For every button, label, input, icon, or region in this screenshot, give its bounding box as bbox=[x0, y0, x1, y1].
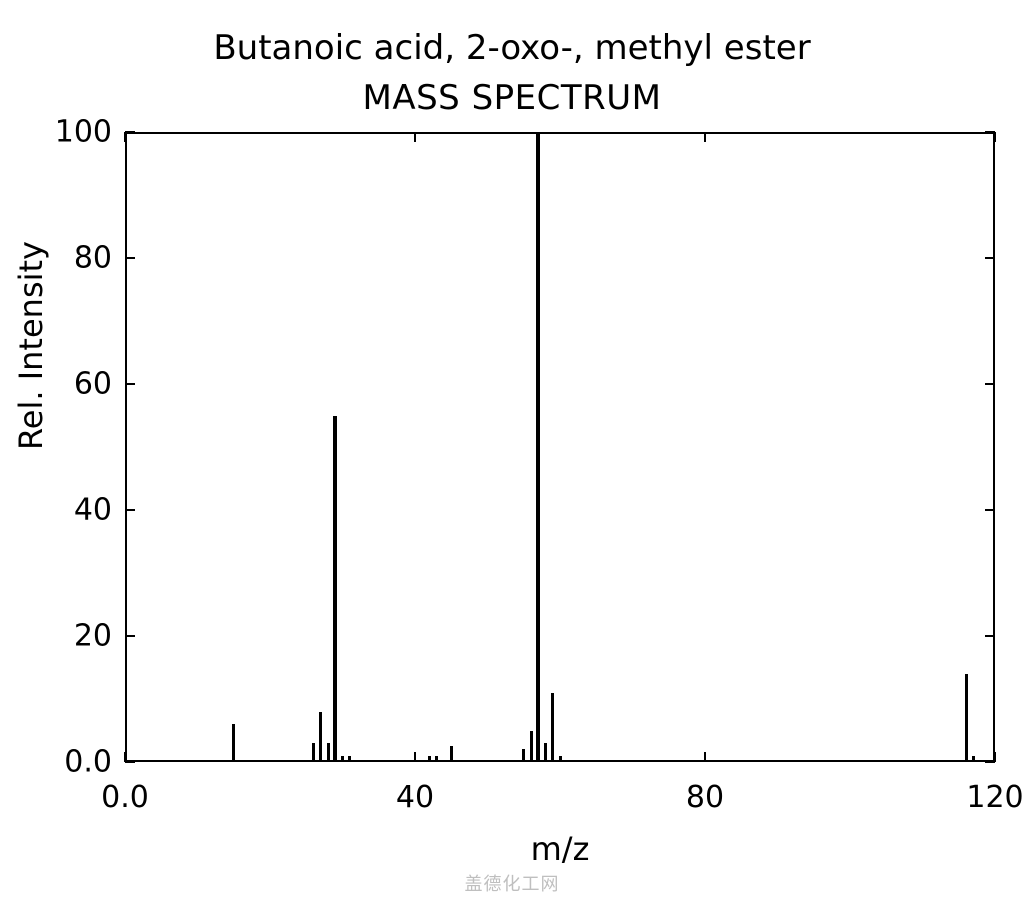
spectrum-peak bbox=[348, 756, 351, 762]
chart-title-line1: Butanoic acid, 2-oxo-, methyl ester bbox=[0, 28, 1024, 68]
plot-frame-left bbox=[125, 132, 127, 762]
spectrum-peak bbox=[536, 132, 540, 762]
xtick-mark bbox=[994, 132, 996, 142]
xtick-mark bbox=[704, 132, 706, 142]
ytick-label: 60 bbox=[32, 367, 112, 402]
ytick-mark bbox=[125, 257, 135, 259]
spectrum-peak bbox=[435, 756, 438, 762]
xtick-mark bbox=[414, 132, 416, 142]
ytick-label: 40 bbox=[32, 493, 112, 528]
xtick-label: 80 bbox=[686, 780, 724, 815]
ytick-mark bbox=[985, 257, 995, 259]
xtick-mark bbox=[994, 752, 996, 762]
ytick-mark bbox=[985, 383, 995, 385]
xtick-mark bbox=[124, 752, 126, 762]
spectrum-peak bbox=[530, 731, 533, 763]
watermark-text: 盖德化工网 bbox=[465, 870, 560, 896]
x-axis-label: m/z bbox=[531, 830, 590, 868]
ytick-mark bbox=[125, 635, 135, 637]
ytick-label: 100 bbox=[32, 115, 112, 150]
spectrum-peak bbox=[551, 693, 554, 762]
ytick-label: 0.0 bbox=[32, 745, 112, 780]
spectrum-peak bbox=[312, 743, 315, 762]
spectrum-peak bbox=[972, 756, 975, 762]
spectrum-peak bbox=[341, 756, 344, 762]
ytick-mark bbox=[985, 635, 995, 637]
spectrum-peak bbox=[232, 724, 235, 762]
spectrum-peak bbox=[522, 749, 525, 762]
spectrum-peak bbox=[319, 712, 322, 762]
ytick-mark bbox=[125, 131, 135, 133]
plot-area bbox=[125, 132, 995, 762]
ytick-label: 20 bbox=[32, 619, 112, 654]
spectrum-peak bbox=[965, 674, 968, 762]
xtick-label: 120 bbox=[966, 780, 1023, 815]
spectrum-peak bbox=[333, 416, 337, 763]
ytick-mark bbox=[125, 509, 135, 511]
spectrum-peak bbox=[544, 743, 547, 762]
ytick-mark bbox=[125, 761, 135, 763]
chart-container: Butanoic acid, 2-oxo-, methyl ester MASS… bbox=[0, 0, 1024, 900]
spectrum-peak bbox=[450, 746, 453, 762]
xtick-mark bbox=[704, 752, 706, 762]
spectrum-peak bbox=[327, 743, 330, 762]
plot-frame-top bbox=[125, 132, 995, 134]
ytick-mark bbox=[125, 383, 135, 385]
xtick-mark bbox=[414, 752, 416, 762]
spectrum-peak bbox=[428, 756, 431, 762]
xtick-label: 0.0 bbox=[101, 780, 149, 815]
xtick-label: 40 bbox=[396, 780, 434, 815]
spectrum-peak bbox=[559, 756, 562, 762]
xtick-mark bbox=[124, 132, 126, 142]
chart-title-line2: MASS SPECTRUM bbox=[0, 78, 1024, 118]
ytick-label: 80 bbox=[32, 241, 112, 276]
ytick-mark bbox=[985, 509, 995, 511]
plot-frame-right bbox=[993, 132, 995, 762]
